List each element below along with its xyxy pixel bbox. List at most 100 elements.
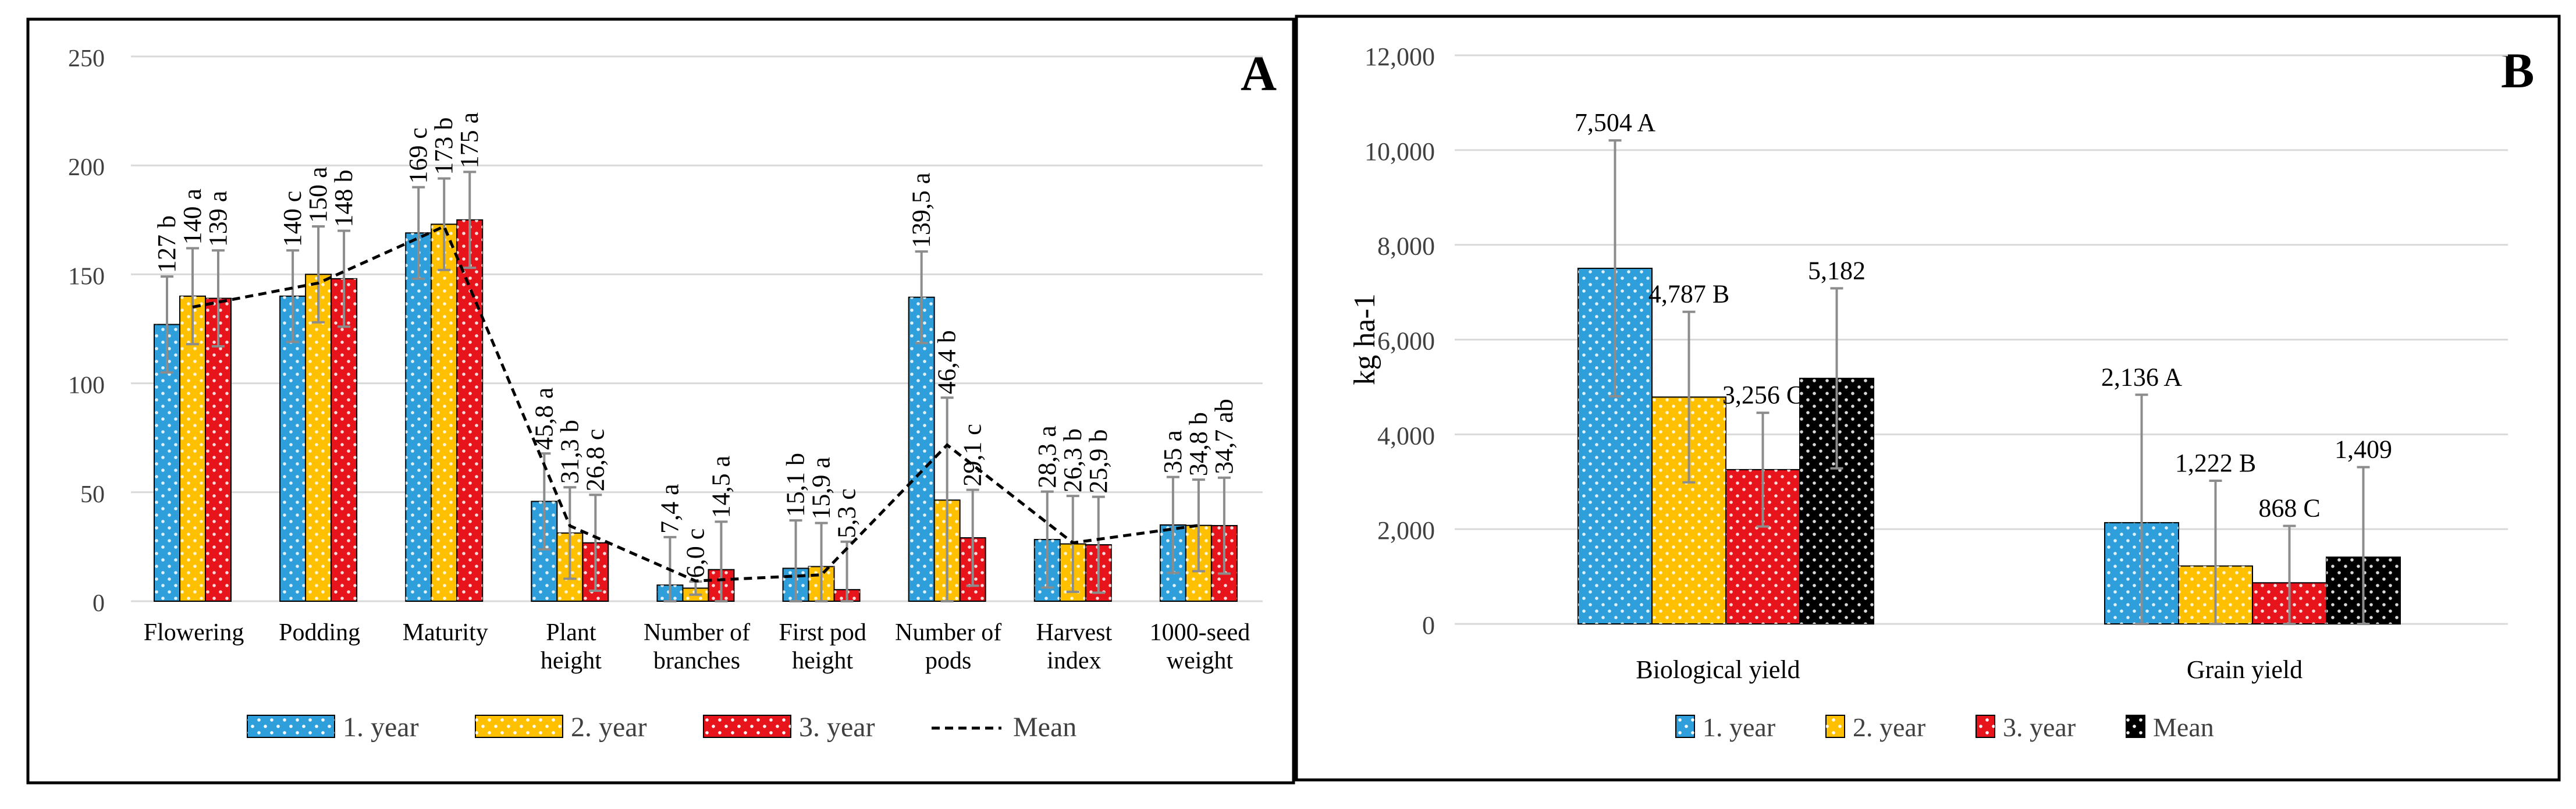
error-bar — [463, 171, 477, 269]
error-bar — [438, 177, 451, 271]
bar-texture — [457, 219, 483, 601]
error-bar — [1192, 478, 1205, 573]
legend-item: Mean — [932, 712, 1076, 743]
bar-3-year — [456, 219, 484, 602]
legend-item: 3. year — [703, 712, 875, 743]
error-bar — [1608, 139, 1622, 398]
error-bar — [161, 275, 173, 374]
legend-item: 3. year — [1975, 712, 2076, 742]
x-tick-label: Number of pods — [895, 619, 1001, 674]
error-bar — [1166, 476, 1179, 574]
legend-label: 3. year — [799, 712, 875, 743]
bar-texture — [205, 298, 231, 601]
legend-item: 1. year — [1675, 712, 1775, 742]
y-tick-label: 100 — [68, 372, 105, 399]
legend-label: Mean — [1013, 712, 1076, 743]
panel-b-x-tick-labels: Biological yield Grain yield — [1636, 655, 2303, 684]
panel-a-y-tick-labels: 0 50 100 150 200 250 — [68, 45, 105, 617]
x-tick-label-line: branches — [653, 647, 740, 674]
legend-swatch-texture — [1676, 715, 1694, 737]
data-label: 45,8 a — [530, 388, 558, 450]
x-tick-label: Podding — [279, 619, 360, 646]
data-label: 2,136 A — [2101, 363, 2183, 391]
bar-texture — [331, 278, 357, 601]
error-bar — [286, 249, 300, 343]
x-tick-label-line: height — [792, 647, 853, 674]
data-label: 175 a — [455, 112, 484, 169]
error-bar — [2283, 524, 2296, 625]
data-label: 15,1 b — [781, 453, 810, 517]
error-bar — [915, 250, 928, 345]
panel-b-border — [1295, 15, 2561, 782]
data-label: 29,1 c — [958, 424, 987, 487]
x-tick-label: Number of branches — [644, 619, 750, 674]
error-bar — [1756, 411, 1770, 528]
legend-label: Mean — [2153, 712, 2214, 742]
error-bar — [789, 519, 802, 602]
panel-b-y-tick-labels: 0 2,000 4,000 6,000 8,000 10,000 12,000 — [1365, 42, 1435, 640]
error-bar — [715, 520, 728, 602]
panel-a-bars — [154, 219, 1238, 602]
panel-b: B kg ha-1 0 2,000 4,000 6,000 8,000 10,000 12,… — [1295, 15, 2561, 782]
y-tick-label: 50 — [80, 481, 105, 508]
data-label: 28,3 a — [1033, 425, 1061, 488]
y-tick-label: 10,000 — [1365, 137, 1435, 166]
error-bar — [2357, 466, 2370, 625]
x-tick-label-line: First pod — [779, 619, 866, 646]
error-bar — [840, 540, 854, 602]
legend-swatch-texture — [1826, 715, 1845, 737]
bar-texture — [431, 224, 457, 602]
error-bar — [1092, 495, 1105, 594]
x-tick-label-line: pods — [925, 647, 971, 674]
bar-texture — [180, 296, 205, 602]
panel-b-data-labels: 7,504 A 2,136 A 4,787 B 1,222 B 3,256 C 868 C… — [1575, 108, 2392, 522]
legend-item: 1. year — [247, 712, 419, 743]
x-tick-label: Biological yield — [1636, 655, 1800, 684]
bar-1-year — [1577, 268, 1653, 625]
x-tick-label: First pod height — [779, 619, 866, 674]
x-tick-label-line: Number of — [644, 619, 750, 646]
legend-swatch-texture — [1976, 715, 1995, 737]
legend-label: 2. year — [1853, 712, 1925, 742]
x-tick-label-line: Number of — [895, 619, 1001, 646]
data-label: 25,9 b — [1084, 430, 1113, 494]
data-label: 5,182 — [1808, 256, 1866, 285]
y-tick-label: 8,000 — [1377, 232, 1435, 261]
error-bar — [1217, 476, 1231, 575]
legend-label: 1. year — [343, 712, 419, 743]
data-label: 1,409 — [2335, 435, 2392, 464]
bar-texture — [280, 296, 306, 602]
data-label: 139 a — [204, 191, 232, 247]
bar-3-year — [331, 278, 358, 602]
x-tick-label-line: Harvest — [1036, 619, 1113, 646]
data-label: 5,3 c — [833, 488, 861, 538]
bar-2-year — [179, 295, 206, 602]
x-tick-label-line: Biological yield — [1636, 655, 1800, 684]
y-tick-label: 150 — [68, 263, 105, 290]
data-label: 1,222 B — [2175, 449, 2256, 477]
x-tick-label: Grain yield — [2187, 655, 2303, 684]
data-label: 140 c — [278, 191, 307, 247]
panel-a-x-tick-labels: Flowering Podding Maturity Plant heightNumbe… — [144, 619, 1250, 674]
bar-2-year — [431, 223, 458, 602]
error-bar — [312, 225, 325, 324]
error-bar — [2135, 393, 2148, 625]
data-label: 127 b — [152, 215, 181, 273]
bar-1-year — [908, 296, 935, 602]
x-tick-label-line: Maturity — [403, 619, 488, 646]
x-tick-label: 1000-seed weight — [1150, 619, 1250, 674]
y-tick-label: 0 — [1422, 611, 1435, 640]
error-bar — [589, 494, 602, 592]
data-label: 173 b — [429, 118, 458, 175]
y-tick-label: 12,000 — [1365, 42, 1435, 71]
panel-b-legend: 1. year 2. year 3. year Mean — [1675, 712, 2214, 742]
data-label: 150 a — [304, 167, 332, 223]
legend-label: 2. year — [571, 712, 647, 743]
error-bar — [1830, 287, 1843, 470]
legend-swatch-texture — [247, 715, 335, 737]
data-label: 148 b — [329, 170, 358, 228]
panel-a-mean-line — [192, 224, 1199, 583]
data-label: 868 C — [2258, 494, 2320, 523]
legend-swatch-texture — [703, 715, 791, 737]
y-tick-label: 200 — [68, 154, 105, 181]
